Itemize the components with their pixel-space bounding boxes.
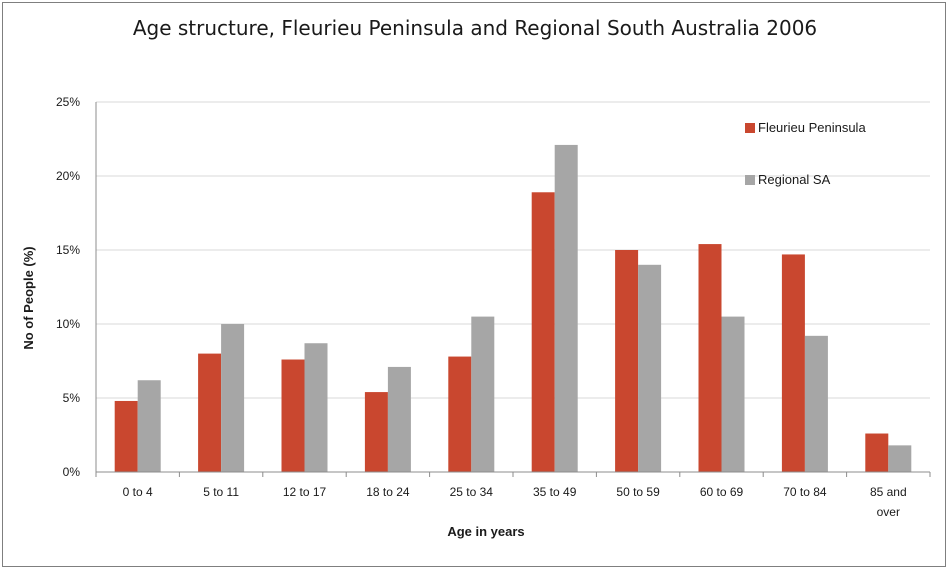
legend: Fleurieu Peninsula Regional SA	[745, 120, 866, 187]
bar-regional-sa	[804, 335, 828, 472]
bar-regional-sa	[554, 144, 578, 473]
x-tick-label: 5 to 11	[203, 485, 239, 499]
bar-regional-sa	[638, 264, 662, 472]
chart-title: Age structure, Fleurieu Peninsula and Re…	[132, 16, 818, 40]
x-tick-label: 60 to 69	[700, 485, 744, 499]
x-tick-label: 70 to 84	[783, 485, 827, 499]
x-tick-label: 18 to 24	[366, 485, 410, 499]
y-tick-label: 25%	[56, 95, 80, 109]
bar-regional-sa	[471, 316, 495, 472]
bar-fleurieu	[531, 192, 555, 472]
y-tick-label: 5%	[63, 391, 81, 405]
y-tick-label: 15%	[56, 243, 80, 257]
bar-fleurieu	[364, 392, 388, 472]
legend-swatch	[745, 123, 755, 133]
y-tick-label: 10%	[56, 317, 80, 331]
y-tick-label: 0%	[63, 465, 81, 479]
y-tick-label: 20%	[56, 169, 80, 183]
bar-fleurieu	[281, 359, 305, 472]
bar-fleurieu	[114, 400, 138, 472]
x-tick-label: 85 and over	[870, 485, 907, 519]
bar-regional-sa	[304, 343, 328, 472]
x-tick-label: 25 to 34	[450, 485, 494, 499]
x-tick-label: 35 to 49	[533, 485, 577, 499]
bar-fleurieu	[865, 433, 889, 472]
bar-regional-sa	[387, 366, 411, 472]
x-tick-label: 12 to 17	[283, 485, 327, 499]
bar-regional-sa	[721, 316, 745, 472]
legend-label: Regional SA	[758, 172, 831, 187]
bar-fleurieu	[198, 353, 222, 472]
x-axis-title: Age in years	[447, 524, 524, 539]
bar-fleurieu	[781, 254, 805, 472]
bar-fleurieu	[615, 250, 639, 472]
x-tick-label: 50 to 59	[616, 485, 660, 499]
x-tick-label: 0 to 4	[123, 485, 153, 499]
legend-label: Fleurieu Peninsula	[758, 120, 866, 135]
y-axis-title: No of People (%)	[21, 246, 36, 349]
bar-fleurieu	[698, 244, 722, 472]
bar-regional-sa	[221, 324, 245, 472]
legend-swatch	[745, 175, 755, 185]
bar-fleurieu	[448, 356, 472, 472]
bar-regional-sa	[137, 380, 161, 472]
bar-regional-sa	[888, 445, 912, 472]
